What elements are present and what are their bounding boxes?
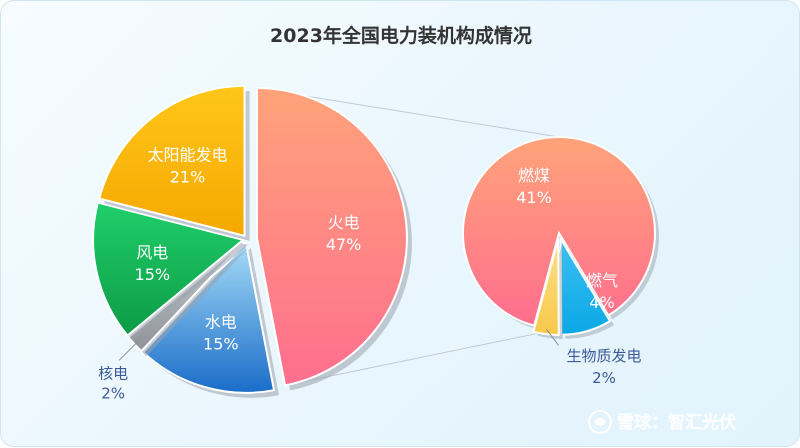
leader-line [546, 329, 559, 346]
main-slice-value-label: 15% [203, 334, 239, 353]
main-slice-value-label: 47% [326, 235, 362, 254]
snowball-logo-mark-icon [594, 418, 606, 426]
main-slice-name-label: 水电 [205, 312, 237, 331]
watermark-text: 雪球：智汇光伏 [617, 412, 736, 433]
sub-slice-name-label: 燃煤 [518, 166, 550, 185]
main-pie [92, 84, 412, 398]
chart-title: 2023年全国电力装机构成情况 [270, 24, 532, 47]
sub-slice-value-label: 4% [589, 293, 614, 312]
main-slice-name-label: 核电 [98, 364, 128, 382]
sub-pie-slice-2 [532, 238, 560, 336]
main-slice-value-label: 15% [135, 265, 171, 284]
main-pie-slice-0 [255, 87, 408, 387]
main-slice-name-label: 火电 [328, 213, 360, 232]
sub-slice-name-label: 燃气 [586, 271, 618, 290]
main-pie-slice-3 [92, 201, 246, 337]
slice-labels: 火电 47% 水电 15% 核电 2% 风电 15% 太阳能发电 21% 燃煤 41% 燃气 4% 生物质发… [98, 145, 641, 402]
main-pie-slice-4 [98, 84, 246, 238]
snowball-logo-icon [588, 410, 612, 434]
main-slice-value-label: 2% [101, 384, 125, 402]
main-pie-slice-1 [141, 240, 276, 394]
main-slice-value-label: 21% [170, 167, 206, 186]
main-slice-name-label: 风电 [136, 243, 168, 262]
sub-pie-slice-0 [462, 136, 656, 327]
leader-line [118, 339, 140, 361]
sub-slice-name-label: 生物质发电 [566, 347, 641, 365]
sub-pie [462, 136, 659, 339]
sub-slice-value-label: 41% [516, 188, 552, 207]
sub-slice-value-label: 2% [592, 369, 616, 387]
watermark: 雪球：智汇光伏 [588, 410, 736, 434]
main-slice-name-label: 太阳能发电 [147, 145, 227, 164]
